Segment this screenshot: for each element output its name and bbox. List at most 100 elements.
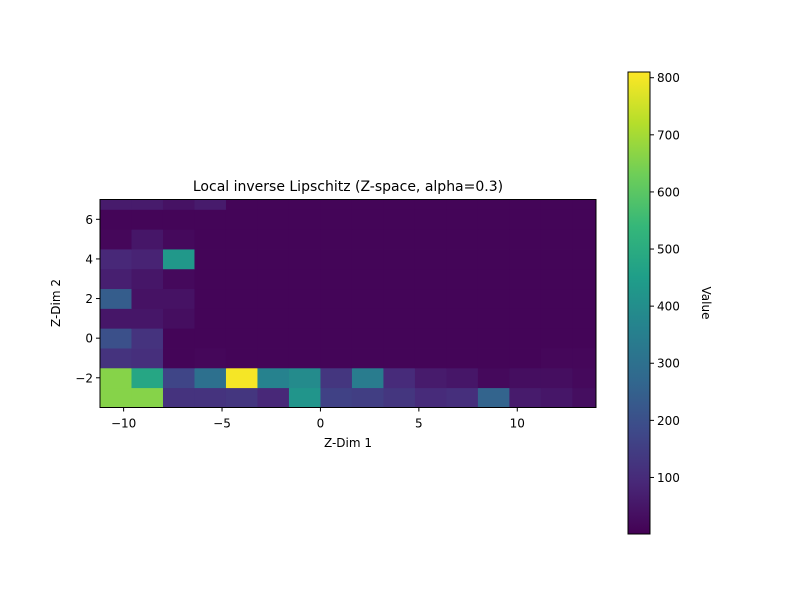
y-tick-label: 2 bbox=[85, 292, 93, 306]
chart-title: Local inverse Lipschitz (Z-space, alpha=… bbox=[193, 179, 503, 195]
heatmap-cell bbox=[477, 209, 510, 230]
heatmap-cell bbox=[414, 308, 447, 329]
heatmap-cell bbox=[162, 268, 195, 290]
heatmap-cell bbox=[288, 308, 321, 329]
colorbar-tick-label: 500 bbox=[657, 243, 680, 257]
heatmap-cell bbox=[351, 209, 384, 230]
heatmap-cell bbox=[257, 199, 290, 210]
heatmap-cell bbox=[131, 288, 164, 309]
heatmap-cell bbox=[288, 367, 321, 389]
heatmap-cell bbox=[100, 268, 132, 290]
heatmap-cell bbox=[131, 229, 164, 250]
heatmap-cell bbox=[320, 367, 353, 389]
plot-frame bbox=[99, 199, 597, 408]
heatmap-cell bbox=[131, 249, 164, 270]
heatmap-cell bbox=[509, 387, 542, 408]
heatmap-cell bbox=[414, 367, 447, 389]
colorbar-tick-label: 300 bbox=[657, 357, 680, 371]
heatmap-cell bbox=[446, 348, 479, 369]
heatmap-cell bbox=[572, 268, 597, 290]
heatmap-cell bbox=[320, 268, 353, 290]
heatmap-cell bbox=[572, 249, 597, 270]
heatmap-cell bbox=[194, 249, 227, 270]
heatmap-cell bbox=[100, 367, 132, 389]
heatmap-cell bbox=[225, 308, 258, 329]
heatmap-cell bbox=[572, 387, 597, 408]
heatmap-cell bbox=[194, 308, 227, 329]
heatmap-cell bbox=[162, 328, 195, 349]
heatmap-cell bbox=[509, 308, 542, 329]
heatmap-cell bbox=[446, 328, 479, 349]
x-tick-label: 10 bbox=[510, 417, 525, 431]
colorbar-tick-label: 800 bbox=[657, 71, 680, 85]
heatmap-cell bbox=[162, 229, 195, 250]
colorbar-tick-label: 700 bbox=[657, 128, 680, 142]
heatmap-cell bbox=[225, 387, 258, 408]
heatmap-cell bbox=[477, 268, 510, 290]
heatmap-cell bbox=[414, 199, 447, 210]
heatmap-cell bbox=[320, 348, 353, 369]
heatmap-cell bbox=[257, 229, 290, 250]
colorbar-tick-label: 200 bbox=[657, 414, 680, 428]
heatmap-cell bbox=[100, 229, 132, 250]
heatmap-cell bbox=[131, 308, 164, 329]
heatmap-cell bbox=[320, 387, 353, 408]
heatmap-cell bbox=[257, 308, 290, 329]
heatmap-cell bbox=[446, 209, 479, 230]
heatmap-cell bbox=[194, 367, 227, 389]
heatmap-cell bbox=[351, 268, 384, 290]
heatmap-cell bbox=[383, 229, 416, 250]
y-tick-label: −2 bbox=[75, 371, 93, 385]
heatmap-cell bbox=[477, 308, 510, 329]
heatmap-cell bbox=[257, 328, 290, 349]
y-tick-label: 0 bbox=[85, 332, 93, 346]
heatmap-cell bbox=[414, 387, 447, 408]
heatmap-cell bbox=[194, 387, 227, 408]
heatmap-cell bbox=[257, 209, 290, 230]
heatmap-cell bbox=[414, 229, 447, 250]
heatmap-cell bbox=[383, 199, 416, 210]
heatmap-cell bbox=[257, 348, 290, 369]
heatmap-cell bbox=[446, 268, 479, 290]
heatmap-cell bbox=[383, 387, 416, 408]
heatmap-cell bbox=[131, 199, 164, 210]
heatmap-cell bbox=[383, 288, 416, 309]
heatmap-cell bbox=[351, 308, 384, 329]
heatmap-cell bbox=[540, 268, 573, 290]
heatmap-cell bbox=[131, 328, 164, 349]
heatmap-cell bbox=[351, 199, 384, 210]
heatmap-cell bbox=[446, 308, 479, 329]
heatmap-cell bbox=[257, 367, 290, 389]
heatmap-cell bbox=[540, 209, 573, 230]
colorbar-ticks: 100 200 300 400 500 600 700 800 bbox=[650, 71, 680, 485]
colorbar-tick-label: 400 bbox=[657, 300, 680, 314]
heatmap-cell bbox=[351, 348, 384, 369]
y-tick-label: 6 bbox=[85, 213, 93, 227]
heatmap-cell bbox=[414, 328, 447, 349]
heatmap-cell bbox=[540, 199, 573, 210]
heatmap-cell bbox=[509, 288, 542, 309]
heatmap-cell bbox=[288, 229, 321, 250]
heatmap-cell bbox=[194, 348, 227, 369]
heatmap-cell bbox=[351, 387, 384, 408]
heatmap-cell bbox=[162, 288, 195, 309]
heatmap-cell bbox=[383, 348, 416, 369]
x-tick-label: −5 bbox=[213, 417, 231, 431]
heatmap-cell bbox=[100, 308, 132, 329]
heatmap-cell bbox=[225, 229, 258, 250]
heatmap-cell bbox=[162, 249, 195, 270]
heatmap-cell bbox=[162, 209, 195, 230]
x-tick-label: −10 bbox=[111, 417, 136, 431]
heatmap-cell bbox=[414, 348, 447, 369]
heatmap-cell bbox=[194, 288, 227, 309]
heatmap-cell bbox=[162, 308, 195, 329]
heatmap-cell bbox=[100, 328, 132, 349]
heatmap-cell bbox=[446, 387, 479, 408]
colorbar-tick-label: 600 bbox=[657, 185, 680, 199]
heatmap-cell bbox=[383, 367, 416, 389]
heatmap-cells bbox=[100, 199, 597, 408]
heatmap-cell bbox=[100, 199, 132, 210]
heatmap-cell bbox=[383, 308, 416, 329]
heatmap-cell bbox=[351, 288, 384, 309]
heatmap-cell bbox=[100, 348, 132, 369]
